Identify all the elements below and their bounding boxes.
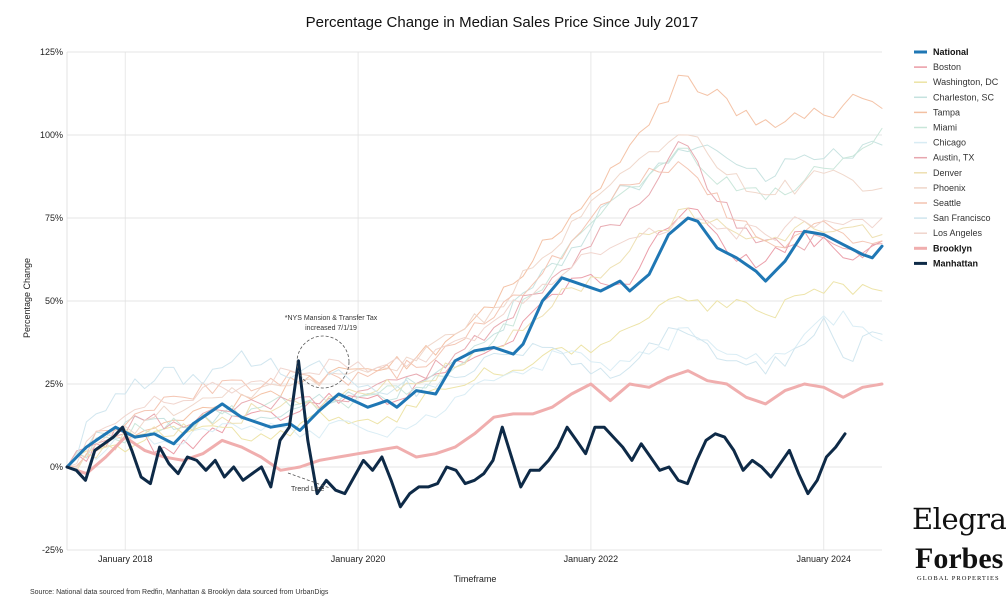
- legend-label-denver: Denver: [933, 168, 962, 178]
- series-line-boston: [66, 207, 883, 468]
- global-properties-label: GLOBAL PROPERTIES: [917, 575, 1000, 582]
- x-tick-label: January 2022: [564, 554, 619, 564]
- legend-label-san-francisco: San Francisco: [933, 213, 991, 223]
- series-layer: [65, 74, 884, 509]
- y-tick-labels: -25% 0% 25% 50% 75% 100% 125%: [40, 47, 63, 555]
- y-tick-label: -25%: [42, 545, 63, 555]
- y-tick-label: 100%: [40, 130, 63, 140]
- series-line-austin-tx: [66, 141, 883, 468]
- series-line-los-angeles: [66, 216, 883, 468]
- legend-label-brooklyn: Brooklyn: [933, 243, 972, 253]
- series-line-chicago: [66, 310, 883, 468]
- grid-layer: [66, 51, 882, 551]
- y-tick-label: 50%: [45, 296, 63, 306]
- series-line-tampa: [66, 74, 883, 468]
- legend: National Boston Washington, DC Charleston, …: [914, 47, 999, 268]
- y-tick-label: 125%: [40, 47, 63, 57]
- annotation-circle: [296, 335, 350, 389]
- elegran-logo: Elegran: [912, 502, 1006, 536]
- series-line-washington-dc: [66, 281, 883, 468]
- y-tick-label: 75%: [45, 213, 63, 223]
- series-line-charleston-sc: [66, 140, 883, 468]
- legend-label-los-angeles: Los Angeles: [933, 228, 983, 238]
- legend-label-austin-tx: Austin, TX: [933, 153, 974, 163]
- x-tick-label: January 2020: [331, 554, 386, 564]
- series-line-miami: [66, 127, 883, 468]
- series-line-seattle: [66, 161, 883, 468]
- x-tick-label: January 2018: [98, 554, 153, 564]
- legend-label-boston: Boston: [933, 62, 961, 72]
- series-line-national: [65, 216, 884, 469]
- source-note: Source: National data sourced from Redfi…: [30, 589, 329, 596]
- forbes-logo: Forbes: [915, 542, 1003, 575]
- x-tick-labels: January 2018 January 2020 January 2022 Janu…: [98, 554, 851, 564]
- series-line-manhattan: [65, 359, 847, 509]
- chart-title: Percentage Change in Median Sales Price …: [306, 14, 699, 31]
- annotation-text-line1: *NYS Mansion & Transfer Tax: [285, 315, 378, 322]
- annotation-text-line2: increased 7/1/19: [305, 325, 357, 332]
- y-axis-label: Percentage Change: [22, 258, 32, 338]
- x-tick-label: January 2024: [797, 554, 852, 564]
- y-tick-label: 25%: [45, 379, 63, 389]
- y-tick-label: 0%: [50, 462, 63, 472]
- legend-label-seattle: Seattle: [933, 198, 961, 208]
- series-line-san-francisco: [66, 317, 883, 468]
- trend-line-pointer: [287, 472, 331, 489]
- legend-label-charleston-sc: Charleston, SC: [933, 92, 995, 102]
- legend-label-chicago: Chicago: [933, 138, 966, 148]
- legend-label-national: National: [933, 47, 969, 57]
- trend-line-label: Trend Line: [291, 486, 324, 493]
- series-line-phoenix: [66, 134, 883, 469]
- legend-label-manhattan: Manhattan: [933, 258, 978, 268]
- legend-label-miami: Miami: [933, 123, 957, 133]
- legend-label-phoenix: Phoenix: [933, 183, 966, 193]
- x-axis-label: Timeframe: [454, 574, 497, 584]
- legend-label-washington-dc: Washington, DC: [933, 77, 999, 87]
- series-line-brooklyn: [65, 369, 884, 476]
- legend-label-tampa: Tampa: [933, 107, 960, 117]
